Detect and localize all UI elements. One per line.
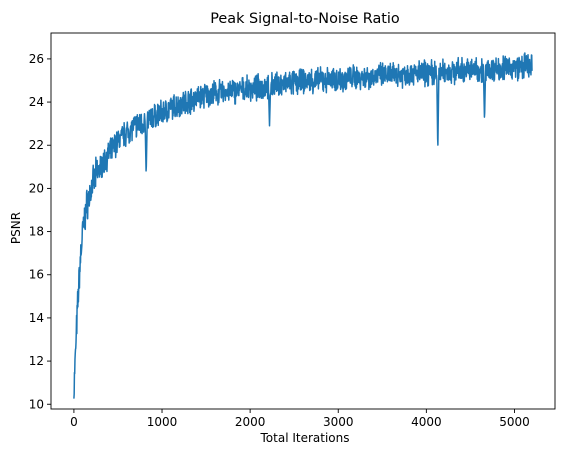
x-tick-label: 4000 — [411, 415, 442, 429]
x-tick-label: 2000 — [235, 415, 266, 429]
plot-frame — [50, 32, 556, 410]
y-tick-label: 20 — [29, 181, 44, 195]
x-tick-label: 5000 — [499, 415, 530, 429]
y-tick-label: 10 — [29, 397, 44, 411]
y-tick-label: 16 — [29, 268, 44, 282]
x-tick-label: 1000 — [147, 415, 178, 429]
series-line — [73, 52, 533, 399]
x-axis-label: Total Iterations — [260, 431, 350, 445]
y-tick-label: 22 — [29, 138, 44, 152]
y-axis-label: PSNR — [9, 212, 23, 244]
x-tick-label: 3000 — [323, 415, 354, 429]
y-tick-label: 26 — [29, 52, 44, 66]
y-tick-label: 14 — [29, 311, 44, 325]
axes-layer: 0 1000 2000 3000 4000 5000 10 12 14 16 18 20 22 24 26 — [29, 32, 556, 429]
y-tick-label: 18 — [29, 225, 44, 239]
chart-title: Peak Signal-to-Noise Ratio — [210, 11, 400, 27]
y-tick-label: 12 — [29, 354, 44, 368]
x-tick-label: 0 — [70, 415, 78, 429]
y-tick-label: 24 — [29, 95, 44, 109]
series-layer — [73, 52, 533, 399]
